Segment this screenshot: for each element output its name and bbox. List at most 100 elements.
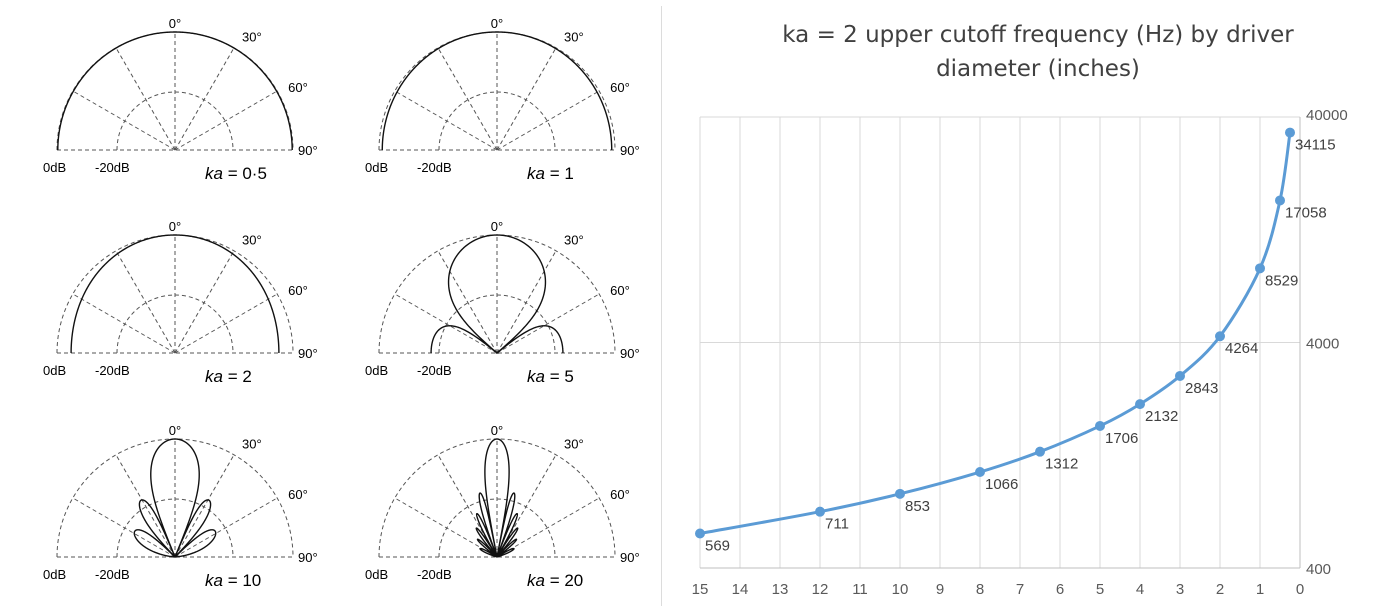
polar-radial-line <box>437 47 498 151</box>
data-point <box>1095 420 1105 431</box>
x-tick-label: 0 <box>1296 581 1304 598</box>
data-label: 1066 <box>985 476 1018 493</box>
angle-label-0: 0° <box>491 219 503 234</box>
angle-label-90: 90° <box>298 550 318 565</box>
ka-label-symbol: ka <box>527 571 545 590</box>
x-tick-label: 10 <box>892 581 909 598</box>
polar-radial-line <box>174 497 278 558</box>
ka-label: ka = 2 <box>205 367 252 386</box>
polar-grid-inner-arc <box>116 498 234 558</box>
angle-label-0: 0° <box>169 219 181 234</box>
ka-label-symbol: ka <box>205 367 223 386</box>
x-tick-label: 15 <box>692 581 709 598</box>
x-tick-label: 14 <box>732 581 749 598</box>
directivity-curve <box>133 438 217 558</box>
data-point <box>1255 263 1265 274</box>
angle-label-60: 60° <box>610 487 630 502</box>
polar-radial-line <box>437 454 498 558</box>
level-label-minus20db: -20dB <box>95 363 130 378</box>
ka-label-value: = 2 <box>223 367 252 386</box>
polar-radial-line <box>72 90 176 151</box>
directivity-curve <box>381 31 613 150</box>
data-point <box>895 488 905 499</box>
level-label-0db: 0dB <box>365 160 388 175</box>
x-tick-label: 9 <box>936 581 944 598</box>
data-point <box>1135 399 1145 410</box>
data-label: 8529 <box>1265 272 1298 289</box>
polar-radial-line <box>174 293 278 354</box>
angle-label-60: 60° <box>288 283 308 298</box>
polar-radial-line <box>394 90 498 151</box>
level-label-minus20db: -20dB <box>417 363 452 378</box>
polar-radial-line <box>115 454 176 558</box>
angle-label-90: 90° <box>620 550 640 565</box>
angle-label-30: 30° <box>242 29 262 44</box>
ka-label: ka = 0·5 <box>205 164 267 183</box>
ka-label: ka = 5 <box>527 367 574 386</box>
data-point <box>1175 370 1185 381</box>
polar-grid-inner-arc <box>438 498 556 558</box>
level-label-0db: 0dB <box>43 363 66 378</box>
polar-radial-line <box>174 47 235 151</box>
level-label-minus20db: -20dB <box>417 160 452 175</box>
directivity-curve <box>70 234 280 353</box>
polar-radial-line <box>496 250 557 354</box>
polar-radial-line <box>174 250 235 354</box>
x-tick-label: 2 <box>1216 581 1224 598</box>
data-label: 853 <box>905 498 930 515</box>
polar-plot-4: 0° 30° 60° 90° 0dB -20dB ka = 5 <box>365 219 640 386</box>
polar-plot-1: 0° 30° 60° 90° 0dB -20dB ka = 0·5 <box>43 16 318 183</box>
level-label-0db: 0dB <box>43 160 66 175</box>
angle-label-90: 90° <box>620 346 640 361</box>
polar-radial-line <box>72 293 176 354</box>
x-tick-label: 1 <box>1256 581 1264 598</box>
angle-label-60: 60° <box>610 80 630 95</box>
polar-grid-inner-arc <box>438 91 556 151</box>
level-label-0db: 0dB <box>365 363 388 378</box>
data-point <box>975 467 985 478</box>
ka-label-symbol: ka <box>205 164 223 183</box>
polar-radial-line <box>394 497 498 558</box>
polar-radial-line <box>496 293 600 354</box>
polar-radial-line <box>115 47 176 151</box>
y-tick-label: 40000 <box>1306 107 1348 124</box>
polar-grid-inner-arc <box>116 91 234 151</box>
angle-label-90: 90° <box>620 143 640 158</box>
level-label-0db: 0dB <box>43 567 66 582</box>
polar-radial-line <box>115 250 176 354</box>
polar-radial-line <box>72 497 176 558</box>
polar-radial-line <box>394 293 498 354</box>
ka-label-value: = 0·5 <box>223 164 267 183</box>
data-label: 2843 <box>1185 380 1218 397</box>
chart-title: ka = 2 upper cutoff frequency (Hz) by dr… <box>782 22 1294 82</box>
ka-label-symbol: ka <box>205 571 223 590</box>
polar-plot-5: 0° 30° 60° 90° 0dB -20dB ka = 10 <box>43 423 318 590</box>
data-point <box>1275 195 1285 206</box>
ka-label: ka = 20 <box>527 571 583 590</box>
ka-label-value: = 1 <box>545 164 574 183</box>
polar-grid-inner-arc <box>438 294 556 354</box>
angle-label-60: 60° <box>610 283 630 298</box>
level-label-minus20db: -20dB <box>95 567 130 582</box>
ka-label: ka = 1 <box>527 164 574 183</box>
polar-plot-2: 0° 30° 60° 90° 0dB -20dB ka = 1 <box>365 16 640 183</box>
polar-grid-inner-arc <box>116 294 234 354</box>
data-label: 1706 <box>1105 430 1138 447</box>
angle-label-60: 60° <box>288 487 308 502</box>
data-point <box>695 528 705 539</box>
data-label: 2132 <box>1145 408 1178 425</box>
y-tick-label: 4000 <box>1306 336 1339 353</box>
cutoff-frequency-chart: ka = 2 upper cutoff frequency (Hz) by dr… <box>663 0 1390 611</box>
angle-label-90: 90° <box>298 346 318 361</box>
polar-directivity-panel: 0° 30° 60° 90° 0dB -20dB ka = 0·5 0° 30° 60° 90° 0d… <box>0 0 660 611</box>
data-label: 34115 <box>1295 137 1336 154</box>
data-point <box>1285 127 1295 138</box>
data-label: 4264 <box>1225 340 1258 357</box>
angle-label-0: 0° <box>169 423 181 438</box>
ka-label: ka = 10 <box>205 571 261 590</box>
data-label: 711 <box>825 516 849 533</box>
angle-label-0: 0° <box>491 423 503 438</box>
angle-label-30: 30° <box>242 436 262 451</box>
directivity-curve <box>57 31 293 151</box>
angle-label-90: 90° <box>298 143 318 158</box>
